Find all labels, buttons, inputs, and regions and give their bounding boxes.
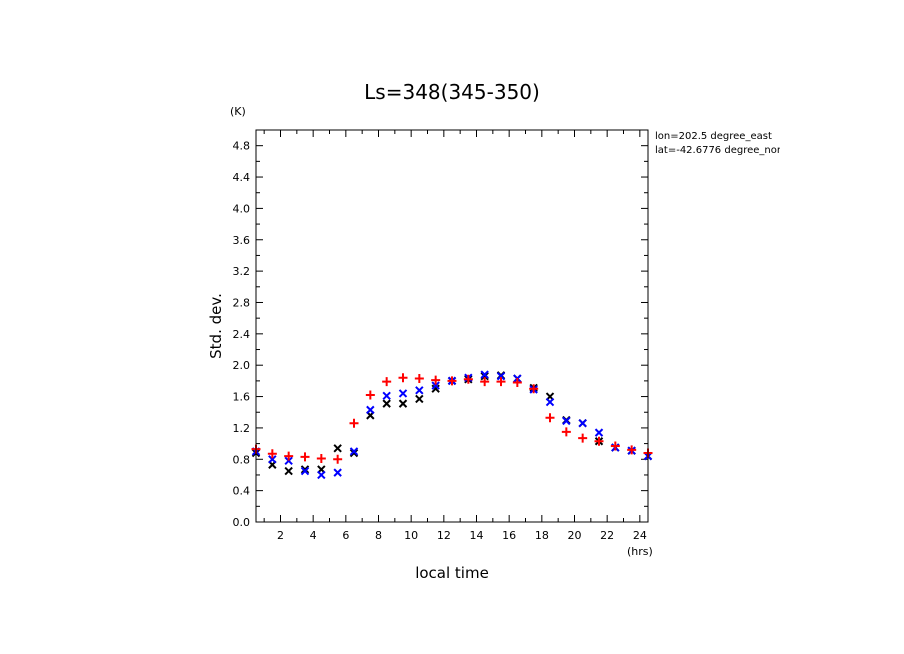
data-point xyxy=(529,384,539,394)
data-point xyxy=(398,389,408,398)
y-tick-label: 3.2 xyxy=(233,265,251,278)
data-point xyxy=(610,441,620,451)
x-tick-label: 12 xyxy=(437,529,451,542)
data-points xyxy=(251,370,653,480)
data-point xyxy=(545,397,555,407)
x-tick-label: 18 xyxy=(535,529,549,542)
data-point xyxy=(333,444,342,453)
data-point xyxy=(382,399,391,408)
data-point xyxy=(594,428,604,437)
data-point xyxy=(627,445,637,455)
data-point xyxy=(317,470,326,480)
y-tick-label: 0.8 xyxy=(233,453,251,466)
data-point xyxy=(398,399,408,408)
y-tick-label: 2.8 xyxy=(233,296,251,309)
y-axis-label: Std. dev. xyxy=(207,293,225,359)
y-tick-label: 2.4 xyxy=(233,328,251,341)
data-point xyxy=(284,451,294,461)
data-point xyxy=(415,386,424,395)
data-point xyxy=(578,419,587,428)
x-tick-label: 6 xyxy=(342,529,349,542)
data-point xyxy=(349,418,359,428)
y-unit-label: (K) xyxy=(230,105,246,118)
data-point xyxy=(545,413,555,423)
data-point xyxy=(578,433,588,443)
data-point xyxy=(398,373,408,383)
axis-ticks: 2 4 6 8 10 12 14 16 18 20 22 240.00.40.81.21.62.02.… xyxy=(233,130,648,542)
data-point xyxy=(463,374,473,384)
y-tick-label: 2.0 xyxy=(233,359,251,372)
plot-frame xyxy=(255,129,649,523)
x-unit-label: (hrs) xyxy=(627,545,653,558)
x-tick-label: 20 xyxy=(568,529,582,542)
x-tick-label: 10 xyxy=(404,529,418,542)
lon-annotation: lon=202.5 degree_east xyxy=(655,131,772,142)
data-point xyxy=(414,374,424,384)
data-point xyxy=(480,371,489,381)
x-tick-label: 16 xyxy=(502,529,516,542)
data-point xyxy=(431,381,440,390)
data-point xyxy=(562,416,571,426)
data-point xyxy=(349,448,359,458)
y-tick-label: 1.2 xyxy=(233,422,251,435)
y-tick-label: 4.0 xyxy=(233,202,251,215)
data-point xyxy=(447,376,457,386)
x-tick-label: 14 xyxy=(470,529,484,542)
data-point xyxy=(382,391,391,400)
data-point xyxy=(300,465,310,474)
data-point xyxy=(496,377,506,387)
data-point xyxy=(267,449,277,459)
x-tick-label: 4 xyxy=(310,529,317,542)
x-tick-label: 24 xyxy=(633,529,647,542)
data-point xyxy=(382,377,392,387)
data-point xyxy=(268,455,277,464)
y-tick-label: 4.8 xyxy=(233,140,251,153)
data-point xyxy=(431,375,441,385)
data-point xyxy=(366,405,375,415)
chart-title: Ls=348(345-350) xyxy=(364,80,540,104)
x-tick-label: 2 xyxy=(277,529,284,542)
y-tick-label: 1.6 xyxy=(233,391,251,404)
data-point xyxy=(496,371,506,381)
x-tick-label: 8 xyxy=(375,529,382,542)
data-point xyxy=(300,466,310,476)
y-tick-label: 0.0 xyxy=(233,516,251,529)
data-point xyxy=(284,456,293,466)
data-point xyxy=(333,454,343,464)
right-clip xyxy=(780,128,904,160)
data-point xyxy=(594,436,604,446)
data-point xyxy=(365,390,375,400)
data-point xyxy=(300,452,310,462)
x-axis-label: local time xyxy=(415,564,489,582)
y-tick-label: 0.4 xyxy=(233,485,251,498)
data-point xyxy=(333,468,342,477)
y-tick-label: 4.4 xyxy=(233,171,251,184)
data-point xyxy=(284,466,293,476)
data-point xyxy=(480,377,490,387)
lat-annotation: lat=-42.6776 degree_north xyxy=(655,145,791,156)
data-point xyxy=(561,427,571,437)
y-tick-label: 3.6 xyxy=(233,234,251,247)
data-point xyxy=(480,370,489,379)
x-tick-label: 22 xyxy=(600,529,614,542)
data-point xyxy=(316,453,326,463)
data-point xyxy=(349,447,359,456)
data-point xyxy=(431,384,440,393)
data-point xyxy=(415,394,424,404)
data-point xyxy=(512,377,522,387)
